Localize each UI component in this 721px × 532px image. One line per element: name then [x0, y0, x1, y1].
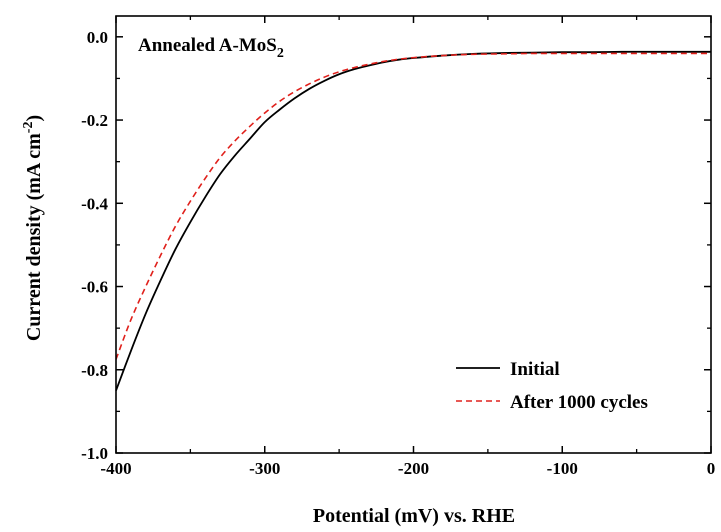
x-axis-title: Potential (mV) vs. RHE [313, 505, 515, 527]
y-tick-label: -1.0 [81, 444, 108, 463]
series-layer [115, 50, 711, 391]
y-tick-label: -0.2 [81, 111, 108, 130]
series-line-after-1000-cycles [115, 52, 711, 360]
legend-label-after-1000-cycles: After 1000 cycles [510, 392, 648, 413]
series-line-initial [115, 50, 711, 391]
chart-annotation: Annealed A-MoS2 [138, 35, 284, 61]
y-tick-label: -0.8 [81, 361, 108, 380]
annotation-main: Annealed A-MoS [138, 35, 277, 56]
y-axis-title: Current density (mA cm-2) [21, 115, 45, 341]
y-tick-label: 0.0 [87, 28, 108, 47]
x-tick-label: 0 [707, 459, 716, 478]
x-tick-label: -300 [249, 459, 280, 478]
y-axis-title-superscript: -2 [21, 122, 36, 134]
legend-label-initial: Initial [510, 359, 560, 380]
ticks-layer: -400 -300 -200 -100 0 -1.0 -0.8 -0.6 -0.4 -0.2 0.0 [81, 16, 715, 478]
plot-frame [115, 15, 712, 454]
x-tick-label: -100 [547, 459, 578, 478]
legend: Initial After 1000 cycles [456, 359, 648, 413]
x-tick-label: -200 [398, 459, 429, 478]
y-tick-label: -0.4 [81, 194, 108, 213]
y-axis-title-main: Current density (mA cm [23, 133, 45, 341]
annotation-subscript: 2 [277, 46, 284, 61]
y-tick-label: -0.6 [81, 278, 108, 297]
x-tick-label: -400 [100, 459, 131, 478]
y-axis-title-closing: ) [23, 115, 45, 122]
